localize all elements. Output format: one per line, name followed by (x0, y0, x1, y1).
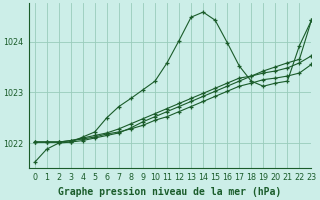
X-axis label: Graphe pression niveau de la mer (hPa): Graphe pression niveau de la mer (hPa) (58, 186, 282, 197)
